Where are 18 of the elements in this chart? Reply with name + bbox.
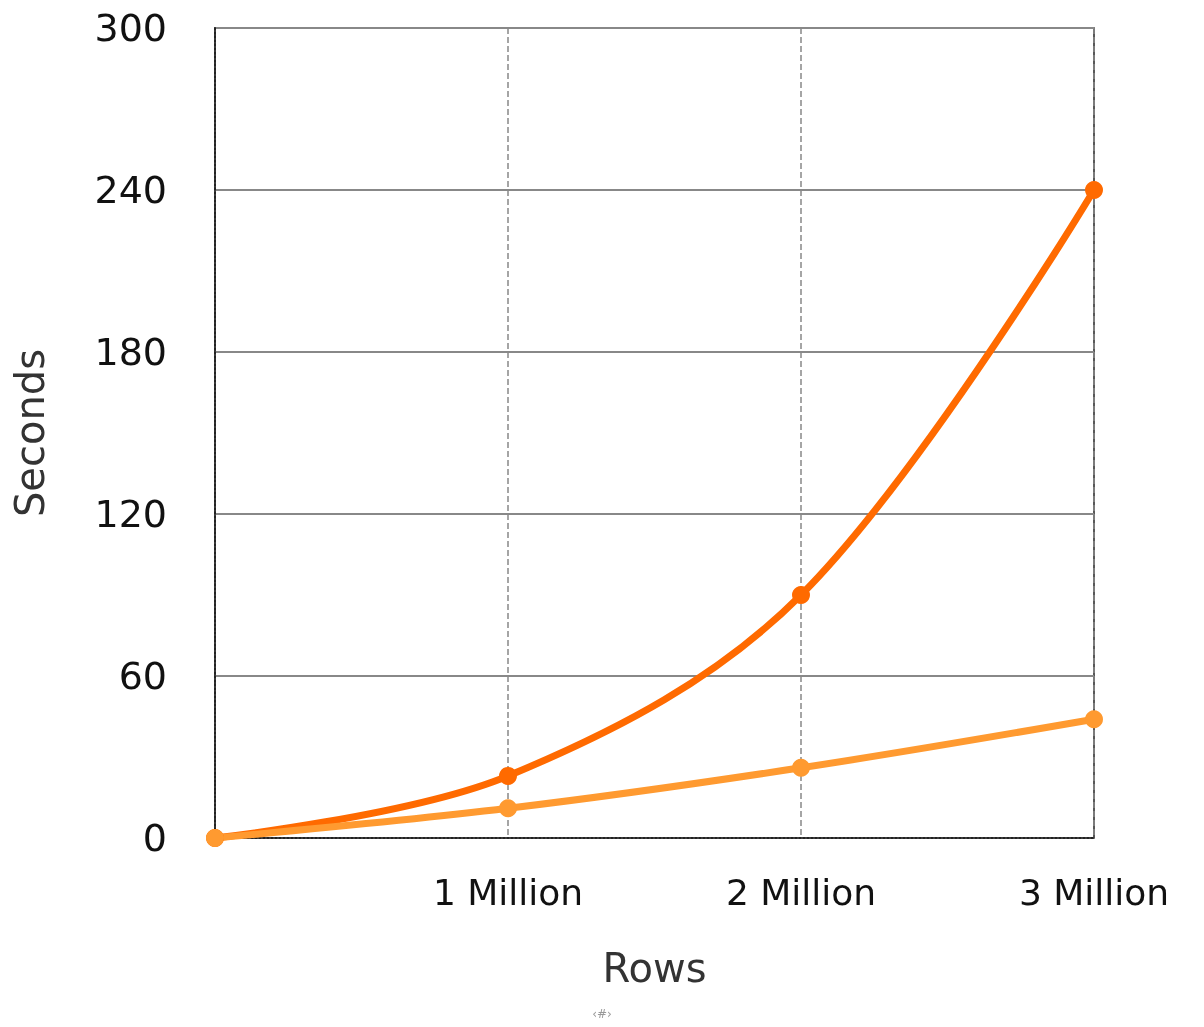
y-tick-label: 180 xyxy=(94,330,167,374)
point xyxy=(1085,710,1103,729)
text: ‹#› xyxy=(592,1007,612,1021)
point xyxy=(1085,181,1103,199)
x-tick-label: 3 Million xyxy=(1018,871,1170,913)
y-tick-label: 300 xyxy=(94,6,167,50)
point xyxy=(499,766,517,785)
point xyxy=(792,758,810,777)
y-axis-title: Seconds xyxy=(7,348,53,518)
y-tick-label: 240 xyxy=(94,168,167,212)
x-axis-title: Rows xyxy=(602,945,707,991)
y-tick-label: 60 xyxy=(118,654,167,698)
x-tick-label: 2 Million xyxy=(725,871,877,913)
x-tick-label: 1 Million xyxy=(432,871,584,913)
y-tick-label: 120 xyxy=(94,492,167,536)
point xyxy=(792,586,810,604)
y-tick-label: 0 xyxy=(142,816,167,860)
point xyxy=(499,799,517,818)
